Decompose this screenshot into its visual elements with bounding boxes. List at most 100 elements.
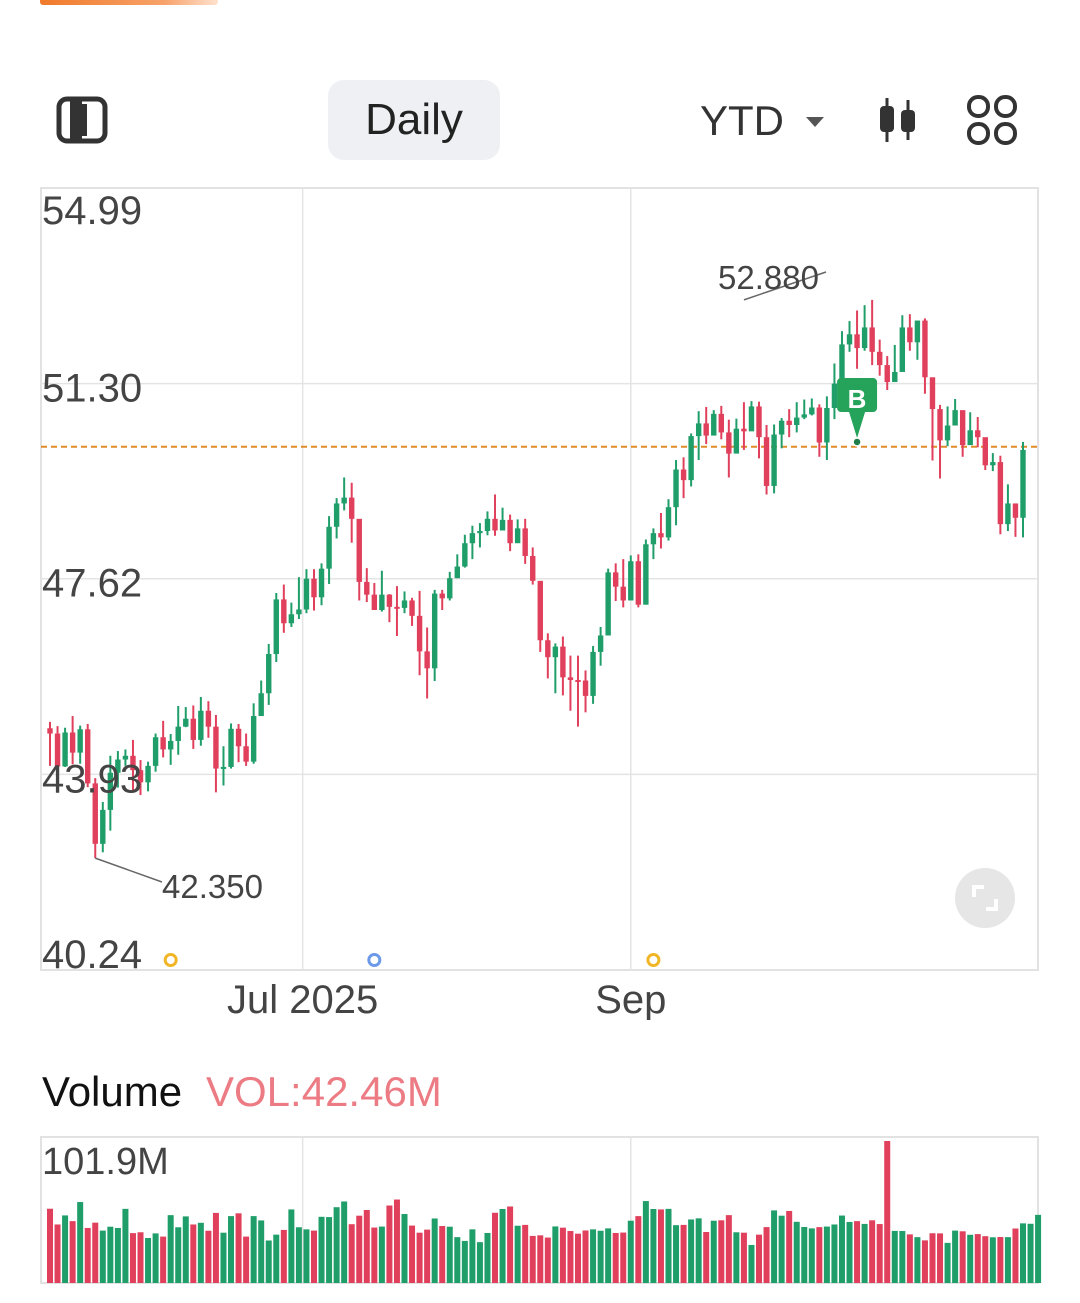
candle	[658, 512, 664, 549]
volume-bar	[69, 1221, 76, 1283]
candle	[220, 746, 227, 786]
volume-bar	[476, 1242, 483, 1283]
volume-bar	[295, 1227, 302, 1283]
y-tick-label: 54.99	[42, 189, 142, 233]
candle	[892, 344, 898, 383]
volume-bar	[454, 1237, 461, 1283]
price-grid	[41, 188, 1038, 970]
volume-bar	[424, 1229, 431, 1283]
candle	[997, 455, 1004, 535]
volume-bar	[567, 1231, 574, 1283]
volume-bar	[740, 1232, 747, 1283]
candle	[560, 636, 566, 696]
volume-bar	[439, 1226, 446, 1283]
candle	[469, 525, 476, 560]
volume-bar	[122, 1208, 129, 1283]
volume-bar	[756, 1234, 763, 1283]
expand-button[interactable]	[955, 868, 1015, 928]
candle	[115, 751, 121, 788]
candle	[69, 716, 76, 765]
event-dot[interactable]	[163, 953, 178, 967]
volume-bar	[657, 1209, 664, 1283]
candle	[929, 377, 936, 461]
candle	[130, 739, 136, 792]
candle	[1020, 441, 1026, 538]
volume-bar	[318, 1216, 325, 1283]
caret-down-icon	[806, 117, 824, 127]
volume-bar	[190, 1224, 197, 1283]
volume-bar	[959, 1231, 966, 1283]
candle	[296, 577, 302, 620]
candle	[778, 418, 785, 449]
volume-bar	[816, 1227, 823, 1283]
volume-bar	[310, 1230, 317, 1283]
volume-bar	[627, 1220, 634, 1283]
candle	[258, 680, 264, 717]
volume-bars	[47, 1141, 1042, 1283]
candle	[567, 655, 574, 711]
split-panel-icon[interactable]	[56, 96, 108, 144]
candlestick-icon[interactable]	[878, 96, 918, 144]
candle	[816, 404, 823, 457]
volume-bar	[801, 1226, 808, 1283]
volume-bar	[854, 1221, 861, 1283]
candle	[107, 755, 114, 831]
y-tick-label: 43.93	[42, 757, 142, 801]
volume-bar	[401, 1214, 408, 1283]
candle	[311, 569, 317, 611]
candle	[85, 724, 91, 788]
volume-bar	[258, 1220, 265, 1283]
volume-bar	[997, 1237, 1004, 1283]
volume-bar	[537, 1235, 544, 1283]
candle	[235, 724, 242, 763]
volume-bar	[409, 1225, 416, 1283]
candle	[152, 733, 159, 772]
top-accent-bar	[40, 0, 218, 5]
candle	[341, 477, 347, 511]
candle	[975, 417, 981, 448]
candle	[937, 404, 943, 479]
volume-bar	[280, 1229, 287, 1283]
volume-bar	[333, 1207, 340, 1283]
grid-icon[interactable]	[966, 94, 1018, 146]
volume-bar	[673, 1225, 680, 1283]
candle	[522, 518, 528, 564]
candle	[288, 602, 295, 627]
volume-chart[interactable]: 101.9M	[0, 1130, 1080, 1290]
candle	[333, 498, 340, 539]
candle	[869, 299, 875, 366]
volume-bar	[1027, 1223, 1034, 1283]
volume-bar	[559, 1227, 566, 1283]
range-select-label: YTD	[700, 97, 784, 144]
range-select[interactable]: YTD	[700, 96, 824, 146]
candle	[492, 494, 498, 536]
volume-current-value: VOL:42.46M	[206, 1068, 442, 1115]
period-daily-button[interactable]: Daily	[328, 80, 500, 160]
volume-bar	[944, 1242, 951, 1283]
volume-bar	[921, 1240, 928, 1283]
volume-bar	[522, 1224, 529, 1283]
volume-bar	[703, 1231, 710, 1283]
volume-bar	[446, 1226, 453, 1283]
volume-bar	[288, 1209, 295, 1283]
volume-bar	[175, 1227, 182, 1283]
candle	[401, 591, 408, 614]
volume-bar	[688, 1219, 695, 1283]
candle	[273, 593, 279, 662]
volume-bar	[386, 1205, 393, 1283]
buy-marker[interactable]: B	[837, 378, 878, 447]
candle	[876, 339, 883, 376]
volume-bar	[823, 1226, 830, 1283]
candle	[982, 437, 988, 471]
volume-bar	[665, 1208, 672, 1283]
candle	[786, 409, 792, 438]
high-leader-line	[743, 271, 827, 301]
volume-bar	[461, 1240, 468, 1283]
event-dot[interactable]	[646, 953, 661, 967]
event-dot[interactable]	[367, 953, 382, 967]
volume-bar	[620, 1232, 627, 1283]
volume-bar	[838, 1215, 845, 1283]
candle	[409, 597, 415, 626]
candle	[454, 554, 461, 579]
